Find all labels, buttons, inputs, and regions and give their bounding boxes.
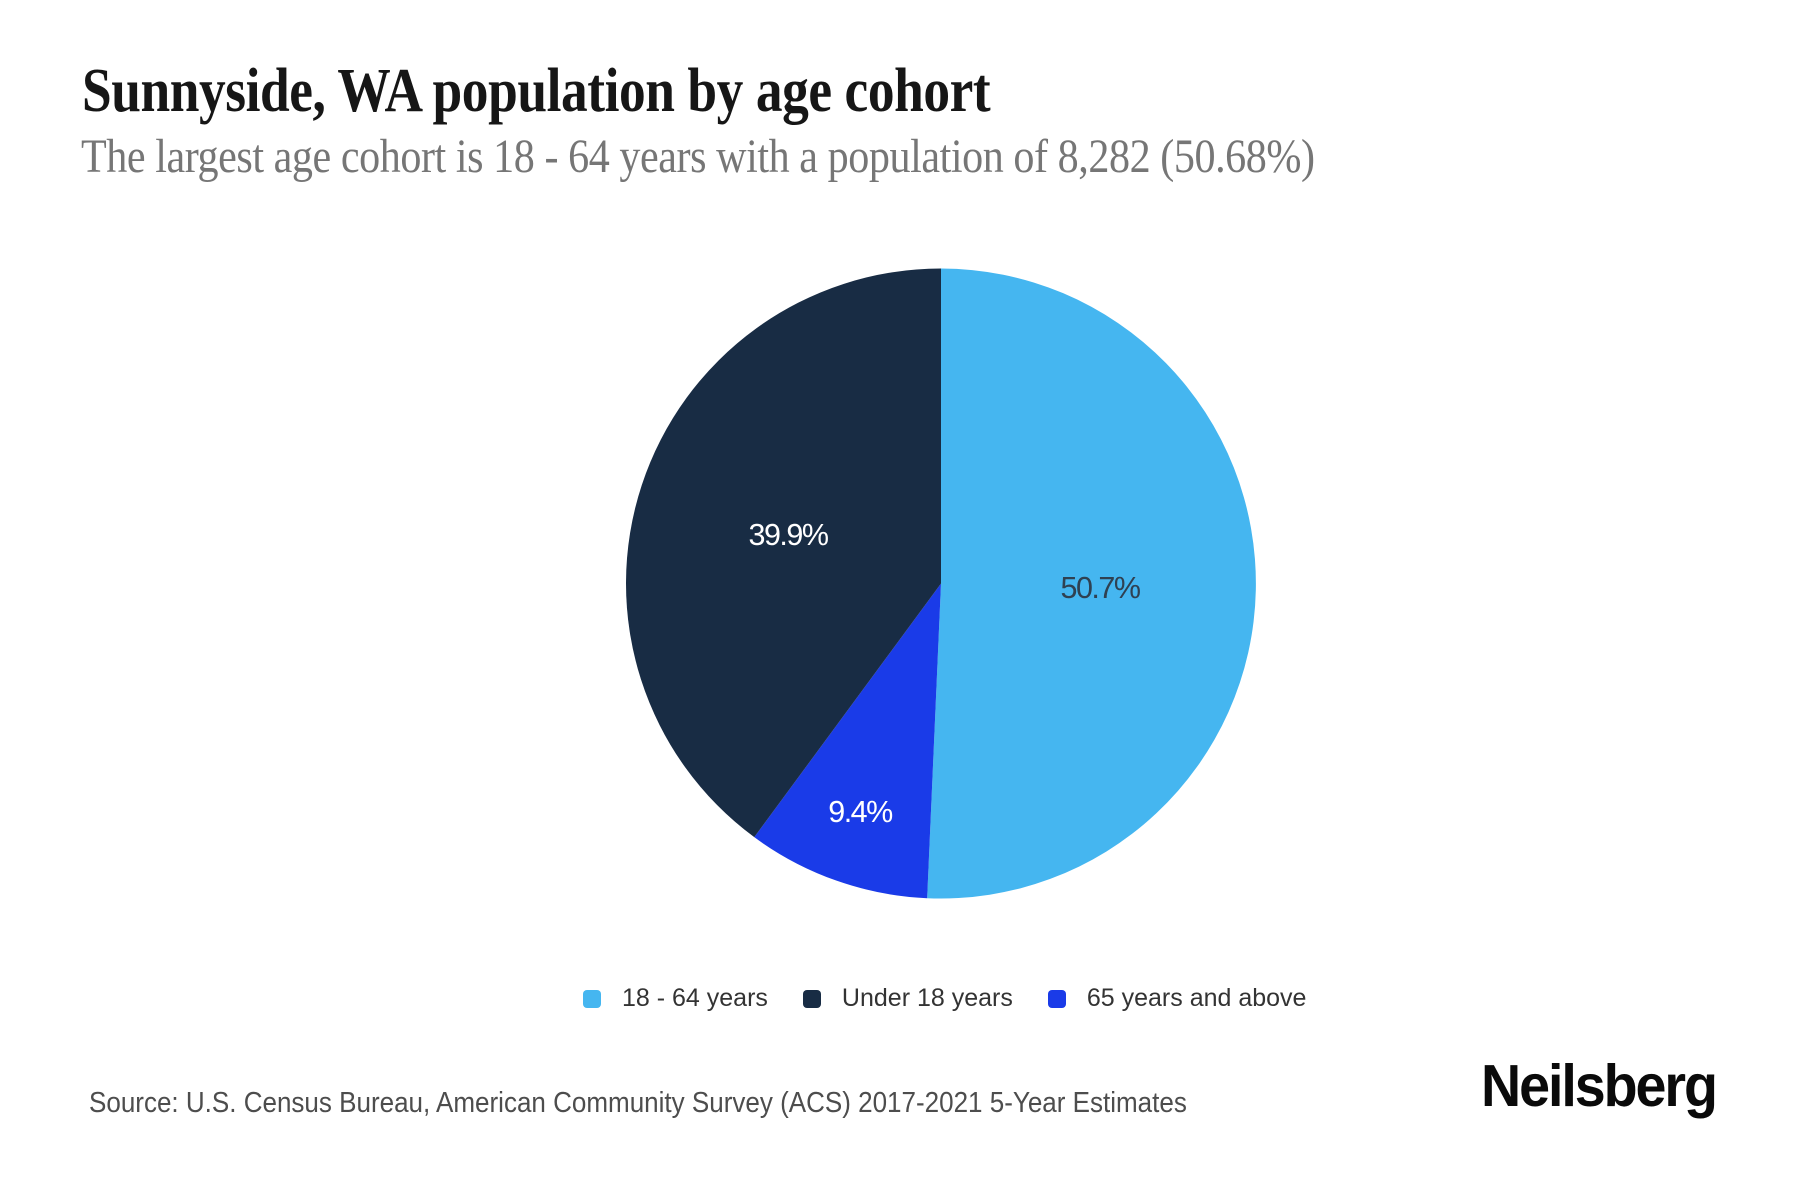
svg-text:9.4%: 9.4% — [828, 795, 893, 829]
svg-text:39.9%: 39.9% — [749, 518, 829, 552]
svg-text:50.7%: 50.7% — [1061, 571, 1141, 605]
